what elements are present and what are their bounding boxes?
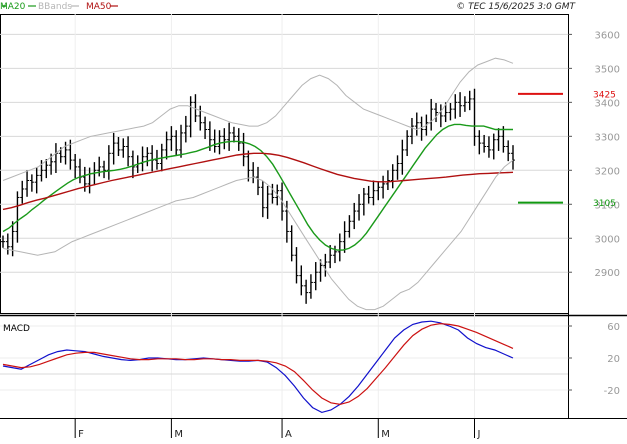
x-tick-label: M <box>174 429 183 440</box>
copyright: © TEC 15/6/2025 3:0 GMT <box>456 2 576 12</box>
price-grid <box>0 14 568 418</box>
legend-bbands: BBands <box>38 2 72 12</box>
price-y-tick-label: 3400 <box>595 98 620 109</box>
x-tick-label: A <box>285 429 292 440</box>
x-tick-label: J <box>477 429 481 440</box>
macd-signal-line <box>2 322 514 406</box>
chart-frames <box>0 14 627 419</box>
header-legend: MA20 BBands MA50 <box>0 2 118 12</box>
macd-line <box>2 320 514 414</box>
price-y-tick-label: 3200 <box>595 166 620 177</box>
x-tick-label: M <box>381 429 390 440</box>
support-label: 3105 <box>593 199 616 209</box>
macd-y-tick-label: 60 <box>607 322 620 333</box>
ma20-line <box>2 123 513 251</box>
price-y-tick-label: 3000 <box>595 234 620 245</box>
macd-y-tick-label: -20 <box>604 386 620 397</box>
bbands-lower-line <box>2 159 514 311</box>
resistance-label: 3425 <box>593 90 616 100</box>
macd-title: MACD <box>3 324 30 334</box>
macd-y-tick-label: 20 <box>607 354 620 365</box>
axes: 2900 3000 3100 3200 3300 3400 3500 3600 F M A M J 342… <box>74 30 620 440</box>
bbands-upper-line <box>2 57 514 181</box>
price-plot <box>1 57 563 311</box>
price-y-tick-label: 3600 <box>595 30 620 41</box>
price-y-tick-label: 3100 <box>595 200 620 211</box>
ma50-line <box>2 152 514 211</box>
price-y-tick-label: 3300 <box>595 132 620 143</box>
x-tick-label: F <box>78 429 84 440</box>
macd-plot <box>2 320 514 414</box>
legend-ma50: MA50 <box>86 2 112 12</box>
legend-ma20: MA20 <box>0 2 26 12</box>
price-frame <box>0 14 569 314</box>
price-y-tick-label: 3500 <box>595 64 620 75</box>
price-y-tick-label: 2900 <box>595 268 620 279</box>
